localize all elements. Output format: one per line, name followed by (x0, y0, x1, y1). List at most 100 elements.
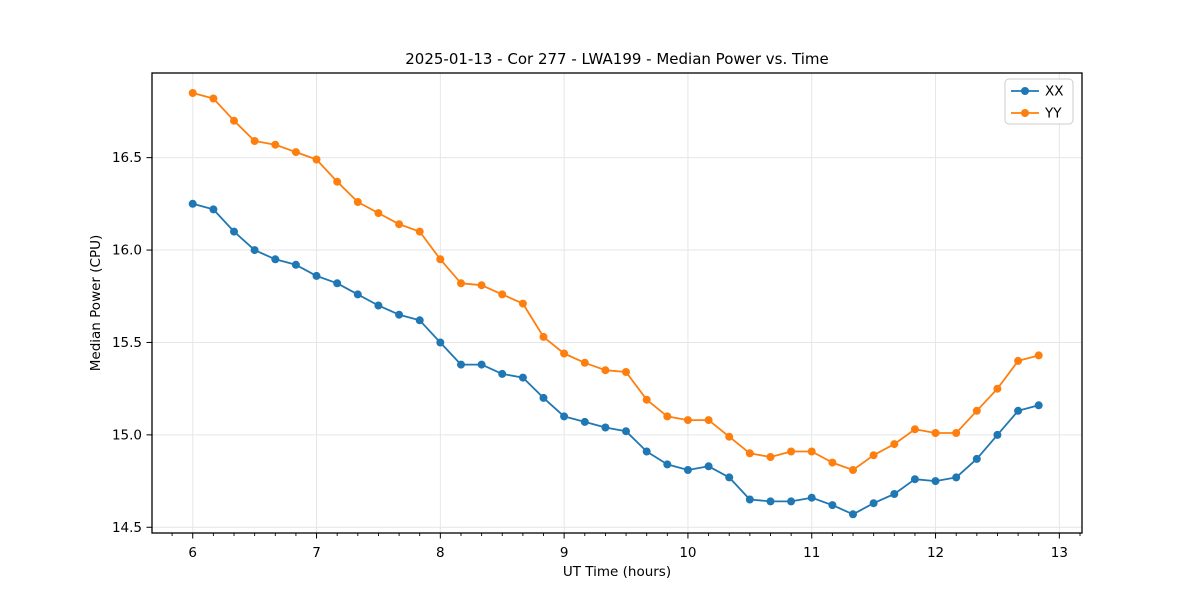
series-YY-point (353, 198, 362, 206)
series-XX-point (849, 510, 857, 519)
series-YY-point (663, 412, 672, 421)
series-YY-point (312, 155, 321, 164)
series-XX-point (188, 199, 197, 208)
series-XX-point (910, 475, 919, 484)
series-YY-point (869, 451, 878, 460)
series-YY-line (192, 92, 1039, 471)
series-YY-point (477, 281, 486, 290)
series-YY-point (828, 458, 837, 467)
series-YY-point (374, 209, 383, 218)
series-XX-point (250, 246, 259, 255)
series-YY-point (188, 89, 197, 97)
legend: XX YY (1004, 78, 1074, 125)
x-tick-label: 11 (803, 545, 820, 561)
legend-label-YY: YY (1044, 106, 1062, 122)
series-YY-point (1014, 356, 1023, 365)
series-YY-point (931, 429, 940, 437)
series-XX-point (271, 255, 280, 264)
x-tick-label: 9 (560, 545, 569, 561)
series-XX-point (333, 279, 342, 288)
series-YY-point (704, 416, 713, 425)
axes-spines (151, 72, 1083, 534)
y-tick-label: 15.0 (112, 427, 142, 443)
series-XX-point (415, 316, 424, 325)
series-YY-point (952, 429, 961, 437)
series-XX-point (518, 373, 527, 382)
series-YY-point (725, 432, 734, 441)
series-YY-point (230, 116, 238, 125)
legend-marker-YY (1021, 109, 1029, 117)
chart-title: 2025-01-13 - Cor 277 - LWA199 - Median P… (405, 50, 829, 68)
series-XX-point (931, 477, 940, 486)
series-XX-point (477, 360, 486, 369)
series-XX-point (642, 447, 651, 456)
series-XX-point (1014, 406, 1023, 415)
series-XX-point (787, 497, 796, 506)
series-XX-point (457, 360, 465, 369)
series-XX-point (683, 466, 692, 474)
series-XX-point (374, 301, 383, 310)
series-XX-point (766, 497, 775, 506)
series-YY-point (1034, 351, 1043, 360)
x-tick-label: 12 (927, 545, 944, 561)
series-XX-point (580, 417, 589, 426)
series-YY-point (642, 395, 651, 404)
series-YY-point (291, 148, 300, 157)
series-XX-point (993, 430, 1002, 439)
series-XX-point (498, 369, 507, 378)
series-YY-point (683, 416, 692, 425)
grid-lines (152, 73, 1082, 533)
series-YY-point (395, 220, 404, 229)
series-XX-point (601, 423, 610, 432)
series-XX-point (952, 473, 961, 482)
series-YY-point (766, 453, 775, 461)
series-YY-point (993, 384, 1002, 393)
series-XX-point (539, 393, 548, 402)
series-XX-point (704, 462, 713, 471)
series-XX-point (972, 454, 981, 463)
series-XX-point (828, 501, 837, 510)
series-XX-point (209, 205, 218, 214)
y-tick-label: 16.0 (112, 243, 142, 259)
series-YY-point (539, 332, 548, 341)
series-YY-point (745, 449, 754, 458)
series-YY-point (849, 466, 857, 474)
x-tick-label: 13 (1051, 545, 1068, 561)
series-XX-point (436, 338, 445, 347)
data-series (188, 89, 1043, 519)
series-YY-point (580, 358, 589, 367)
series-YY-point (498, 290, 507, 299)
series-YY-point (209, 94, 218, 103)
series-YY-point (415, 227, 424, 236)
x-tick-label: 8 (436, 545, 445, 561)
series-XX-point (560, 412, 569, 421)
axes: 6 7 8 9 10 11 12 13 14.5 15.0 15.5 16.0 16.5 (112, 72, 1083, 561)
series-YY-point (250, 137, 259, 145)
series-XX-point (395, 310, 404, 319)
series-YY-point (560, 349, 569, 358)
x-axis-label: UT Time (hours) (563, 564, 671, 580)
y-axis-label: Median Power (CPU) (88, 235, 104, 371)
series-XX-point (725, 473, 734, 482)
legend-label-XX: XX (1045, 84, 1064, 100)
series-YY-point (972, 406, 981, 415)
series-YY-point (436, 255, 445, 264)
y-tick-label: 16.5 (112, 150, 142, 166)
series-XX-point (291, 260, 300, 269)
series-XX-point (745, 495, 754, 504)
series-YY-point (890, 440, 899, 449)
series-YY-point (622, 368, 630, 376)
series-YY-point (518, 299, 527, 308)
series-YY-point (601, 366, 610, 375)
series-XX-point (807, 493, 816, 502)
x-tick-label: 6 (188, 545, 197, 561)
series-XX-point (230, 227, 238, 236)
x-tick-label: 7 (312, 545, 321, 561)
x-tick-label: 10 (679, 545, 696, 561)
series-YY-point (333, 177, 342, 186)
y-tick-label: 14.5 (112, 520, 142, 536)
series-YY-point (910, 425, 919, 434)
series-YY-point (807, 447, 816, 456)
